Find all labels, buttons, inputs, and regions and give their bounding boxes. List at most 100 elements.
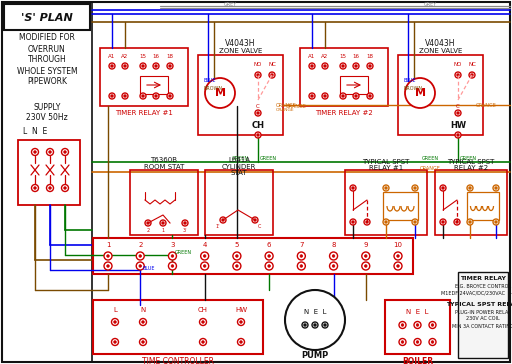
Circle shape: [63, 151, 66, 153]
Circle shape: [394, 252, 402, 260]
Circle shape: [184, 222, 186, 224]
Text: ORANGE: ORANGE: [275, 108, 294, 112]
Text: RELAY #2: RELAY #2: [454, 165, 488, 171]
Circle shape: [414, 187, 416, 189]
Circle shape: [324, 324, 326, 326]
Bar: [385, 300, 450, 354]
Circle shape: [257, 74, 259, 76]
Circle shape: [414, 339, 421, 345]
Circle shape: [155, 95, 157, 97]
Circle shape: [322, 93, 328, 99]
Circle shape: [332, 265, 335, 267]
Bar: [205, 170, 273, 235]
Circle shape: [140, 93, 146, 99]
Circle shape: [168, 252, 177, 260]
Circle shape: [265, 262, 273, 270]
Circle shape: [455, 132, 461, 138]
Text: C: C: [456, 104, 460, 110]
Circle shape: [139, 265, 141, 267]
Text: NC: NC: [468, 63, 476, 67]
Circle shape: [136, 252, 144, 260]
Circle shape: [350, 219, 356, 225]
Text: PIPEWORK: PIPEWORK: [27, 78, 67, 87]
Circle shape: [362, 262, 370, 270]
Circle shape: [203, 265, 206, 267]
Text: 16: 16: [352, 54, 359, 59]
Text: THROUGH: THROUGH: [28, 55, 67, 64]
Bar: [398, 55, 483, 135]
Text: OVERRUN: OVERRUN: [28, 44, 66, 54]
Bar: [300, 48, 388, 106]
Circle shape: [233, 262, 241, 270]
Circle shape: [255, 110, 261, 116]
Text: BROWN: BROWN: [204, 87, 223, 91]
Circle shape: [493, 219, 499, 225]
Text: V4043H: V4043H: [425, 39, 456, 47]
Circle shape: [49, 187, 51, 189]
Text: GREEN: GREEN: [460, 155, 477, 161]
Circle shape: [233, 252, 241, 260]
Circle shape: [34, 151, 36, 153]
Text: SUPPLY: SUPPLY: [33, 103, 61, 111]
Text: N  E  L: N E L: [406, 309, 429, 315]
Text: TYPICAL SPST: TYPICAL SPST: [447, 159, 495, 165]
Circle shape: [302, 322, 308, 328]
Circle shape: [350, 185, 356, 191]
Circle shape: [385, 187, 387, 189]
Text: 3': 3': [183, 229, 187, 233]
Circle shape: [160, 220, 166, 226]
Text: A2: A2: [322, 54, 329, 59]
Text: GREEN: GREEN: [260, 155, 277, 161]
Circle shape: [238, 318, 245, 325]
Circle shape: [162, 222, 164, 224]
Circle shape: [111, 95, 113, 97]
Circle shape: [109, 93, 115, 99]
Circle shape: [104, 262, 112, 270]
Text: ORANGE: ORANGE: [276, 103, 297, 108]
Circle shape: [268, 265, 270, 267]
Circle shape: [49, 151, 51, 153]
Text: M: M: [415, 88, 425, 98]
Text: TIMER RELAY #2: TIMER RELAY #2: [315, 110, 373, 116]
Text: 1': 1': [216, 223, 220, 229]
Text: CH: CH: [251, 120, 265, 130]
Text: MODIFIED FOR: MODIFIED FOR: [19, 33, 75, 43]
Circle shape: [220, 217, 226, 223]
Text: L  N  E: L N E: [23, 127, 47, 136]
Bar: [18, 140, 80, 205]
Circle shape: [383, 219, 389, 225]
Circle shape: [342, 95, 344, 97]
Text: BLUE: BLUE: [142, 265, 155, 270]
Circle shape: [332, 255, 335, 257]
Circle shape: [399, 321, 406, 328]
Circle shape: [271, 74, 273, 76]
Circle shape: [397, 265, 399, 267]
Text: PUMP: PUMP: [302, 352, 329, 360]
Text: 3: 3: [170, 242, 175, 248]
Circle shape: [114, 341, 116, 343]
Circle shape: [311, 95, 313, 97]
Text: 15: 15: [139, 54, 146, 59]
Circle shape: [414, 321, 421, 328]
Circle shape: [416, 324, 419, 326]
Circle shape: [240, 321, 242, 323]
Text: TYPICAL SPST: TYPICAL SPST: [362, 159, 410, 165]
Text: TYPICAL SPST RELAY: TYPICAL SPST RELAY: [446, 301, 512, 306]
Circle shape: [124, 95, 126, 97]
Circle shape: [269, 72, 275, 78]
Circle shape: [365, 255, 367, 257]
Circle shape: [457, 74, 459, 76]
Circle shape: [431, 341, 434, 343]
Circle shape: [314, 324, 316, 326]
Text: C: C: [256, 104, 260, 110]
Circle shape: [352, 187, 354, 189]
Circle shape: [238, 339, 245, 345]
Text: ORANGE: ORANGE: [286, 104, 307, 110]
Text: GREEN: GREEN: [175, 250, 191, 256]
Bar: [345, 170, 427, 235]
Circle shape: [122, 93, 128, 99]
Circle shape: [167, 93, 173, 99]
Circle shape: [236, 255, 238, 257]
Circle shape: [300, 255, 303, 257]
Text: 10: 10: [394, 242, 402, 248]
